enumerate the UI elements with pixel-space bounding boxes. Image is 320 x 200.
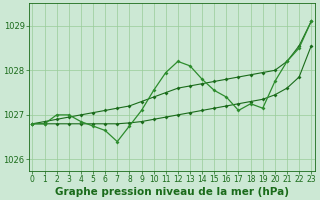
X-axis label: Graphe pression niveau de la mer (hPa): Graphe pression niveau de la mer (hPa) xyxy=(55,187,289,197)
